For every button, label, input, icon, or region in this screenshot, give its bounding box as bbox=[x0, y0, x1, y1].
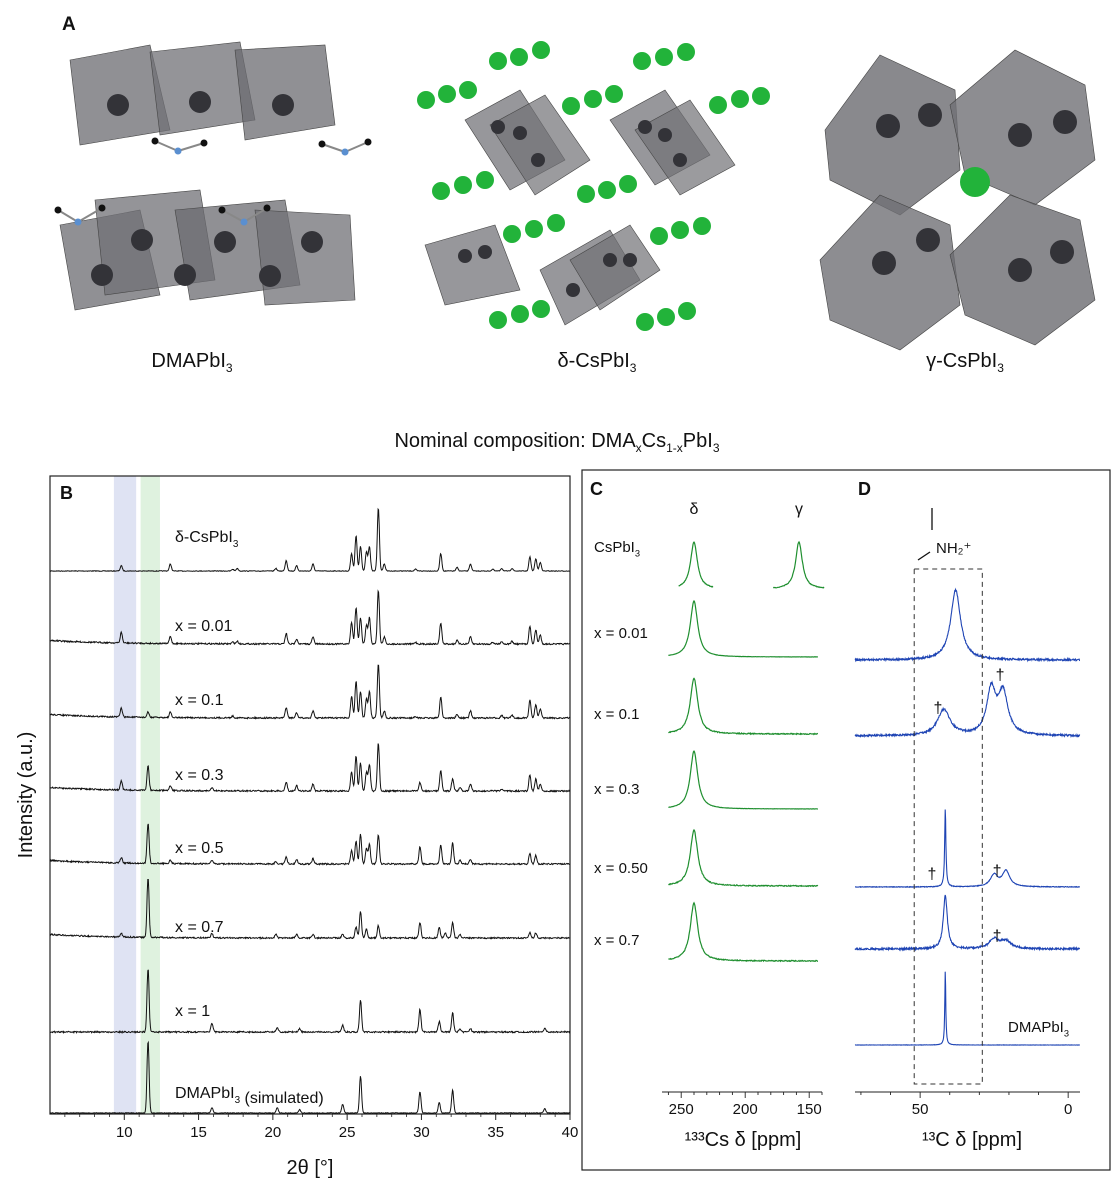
label-gamma-cspbi3: γ-CsPbI3 bbox=[926, 350, 1004, 375]
peak-label-delta: δ bbox=[690, 501, 699, 518]
xrd-series-label: x = 0.01 bbox=[175, 618, 232, 635]
cs-nmr-trace bbox=[668, 677, 819, 736]
gamma-cspbi3-structure bbox=[819, 49, 1096, 351]
nh2-label: NH₂⁺ bbox=[936, 540, 971, 557]
cs-row-label: x = 0.7 bbox=[594, 932, 639, 949]
c-x-tick-label: 150 bbox=[797, 1101, 822, 1118]
cs-nmr-trace bbox=[668, 599, 819, 658]
c-x-tick-label: 250 bbox=[669, 1101, 694, 1118]
xrd-trace bbox=[49, 507, 570, 573]
panel-a-structures bbox=[54, 41, 1096, 351]
panel-letter-d: D bbox=[858, 479, 871, 499]
xrd-series-label: x = 0.3 bbox=[175, 767, 224, 784]
x-tick-label: 20 bbox=[265, 1124, 282, 1141]
y-axis-label: Intensity (a.u.) bbox=[15, 732, 37, 859]
dagger-mark: † bbox=[928, 866, 937, 883]
c13-nmr-trace bbox=[855, 809, 1080, 889]
xrd-trace bbox=[49, 743, 571, 793]
x-tick-label: 25 bbox=[339, 1124, 356, 1141]
d-x-tick-label: 50 bbox=[912, 1101, 929, 1118]
xrd-series-label: δ-CsPbI3 bbox=[175, 529, 239, 550]
cs-row-label: x = 0.50 bbox=[594, 860, 648, 877]
xrd-series-label: x = 0.5 bbox=[175, 840, 224, 857]
c13-nmr-trace bbox=[854, 587, 1081, 663]
x-tick-label: 30 bbox=[413, 1124, 430, 1141]
xrd-trace bbox=[49, 664, 571, 721]
c13-nmr-trace bbox=[854, 894, 1081, 952]
xrd-series-label: x = 0.1 bbox=[175, 692, 224, 709]
peak-label-gamma: γ bbox=[795, 501, 803, 518]
x-tick-label: 40 bbox=[562, 1124, 579, 1141]
xrd-trace bbox=[49, 879, 571, 940]
nh2-bond-diagonal bbox=[917, 551, 931, 561]
xrd-trace bbox=[50, 969, 571, 1034]
highlight-band bbox=[113, 476, 137, 1114]
dmapbi3-structure bbox=[54, 41, 372, 311]
x-tick-label: 15 bbox=[190, 1124, 207, 1141]
d-x-tick-label: 0 bbox=[1064, 1101, 1072, 1118]
c13-nmr-trace bbox=[854, 971, 1081, 1046]
d-x-axis-label: ¹³C δ [ppm] bbox=[922, 1129, 1022, 1151]
cs-row-label: CsPbI3 bbox=[594, 539, 640, 559]
xrd-trace bbox=[49, 589, 571, 646]
cs-nmr-trace bbox=[668, 750, 818, 810]
dagger-mark: † bbox=[996, 667, 1005, 684]
panel-letter-a: A bbox=[62, 14, 76, 35]
dagger-mark: † bbox=[933, 700, 942, 717]
cs-nmr-trace bbox=[678, 541, 714, 588]
x-axis-label: 2θ [°] bbox=[287, 1157, 334, 1178]
nh2-region-box bbox=[913, 568, 983, 1085]
panel-letter-c: C bbox=[590, 479, 603, 499]
c-x-tick-label: 200 bbox=[733, 1101, 758, 1118]
cs-row-label: x = 0.01 bbox=[594, 625, 648, 642]
panel-letter-b: B bbox=[60, 483, 73, 503]
c13-row-label: DMAPbI3 bbox=[1008, 1019, 1069, 1039]
dagger-mark: † bbox=[993, 863, 1002, 880]
label-dmapbi3: DMAPbI3 bbox=[151, 350, 233, 375]
cs-row-label: x = 0.1 bbox=[594, 706, 639, 723]
x-tick-label: 10 bbox=[116, 1124, 133, 1141]
composition-title: Nominal composition: DMAxCs1-xPbI3 bbox=[394, 430, 720, 455]
xrd-series-label: DMAPbI3 (simulated) bbox=[175, 1085, 324, 1107]
cs-row-label: x = 0.3 bbox=[594, 781, 639, 798]
x-tick-label: 35 bbox=[487, 1124, 504, 1141]
panel-b-xrd-chart: Bδ-CsPbI3 x = 0.01 x = 0.1 x = 0.3 x = 0.5 x … bbox=[15, 475, 579, 1178]
panel-cd-nmr-chart: C Dδ γ CsPbI3 x = 0.01 x = 0.1 x = 0.3 x = 0.50… bbox=[581, 469, 1111, 1171]
highlight-band bbox=[140, 476, 160, 1114]
cs-nmr-trace bbox=[668, 901, 819, 963]
xrd-series-label: x = 0.7 bbox=[175, 919, 224, 936]
delta-cspbi3-structure bbox=[417, 41, 770, 331]
cs-nmr-trace bbox=[772, 540, 825, 589]
label-delta-cspbi3: δ-CsPbI3 bbox=[557, 350, 637, 375]
c-x-axis-label: ¹³³Cs δ [ppm] bbox=[685, 1129, 802, 1151]
xrd-series-label: x = 1 bbox=[175, 1003, 210, 1020]
xrd-trace bbox=[49, 823, 570, 866]
xrd-trace bbox=[49, 1040, 571, 1115]
dagger-mark: † bbox=[993, 928, 1002, 945]
panel-cd-frame bbox=[581, 469, 1111, 1171]
plot-frame-b bbox=[49, 475, 571, 1115]
c13-nmr-trace bbox=[854, 680, 1081, 739]
cs-nmr-trace bbox=[668, 828, 819, 888]
